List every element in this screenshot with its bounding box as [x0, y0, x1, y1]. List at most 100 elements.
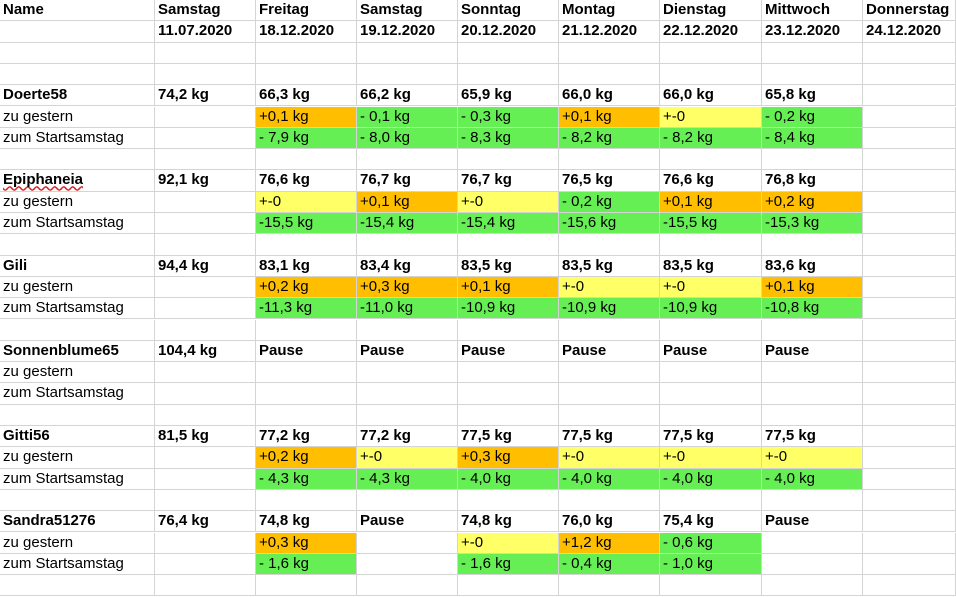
- weight-value[interactable]: 65,8 kg: [762, 85, 863, 107]
- row-label-daily[interactable]: zu gestern: [0, 106, 155, 128]
- cell-empty[interactable]: [660, 575, 762, 597]
- cell-empty[interactable]: [559, 319, 660, 341]
- header-weekday[interactable]: Dienstag: [660, 0, 762, 22]
- daily-change[interactable]: [256, 362, 357, 384]
- daily-change[interactable]: - 0,1 kg: [357, 106, 458, 128]
- cell-empty[interactable]: [256, 234, 357, 256]
- cell-empty[interactable]: [660, 234, 762, 256]
- weight-value[interactable]: 83,5 kg: [660, 255, 762, 277]
- total-change[interactable]: - 1,0 kg: [660, 553, 762, 576]
- cell-empty[interactable]: [458, 319, 559, 341]
- cell-empty[interactable]: [357, 404, 458, 426]
- weight-value[interactable]: 65,9 kg: [458, 85, 559, 107]
- cell-empty[interactable]: [863, 85, 956, 107]
- daily-change[interactable]: +-0: [559, 276, 660, 299]
- cell-empty[interactable]: [863, 234, 956, 256]
- weight-value[interactable]: 83,5 kg: [559, 255, 660, 277]
- cell-empty[interactable]: [762, 575, 863, 597]
- cell-empty[interactable]: [458, 63, 559, 86]
- daily-change[interactable]: [559, 362, 660, 384]
- cell-empty[interactable]: [155, 468, 256, 490]
- cell-empty[interactable]: [863, 319, 956, 341]
- total-change[interactable]: -15,5 kg: [660, 213, 762, 235]
- cell-empty[interactable]: [256, 149, 357, 171]
- cell-empty[interactable]: [863, 42, 956, 64]
- daily-change[interactable]: +0,3 kg: [458, 447, 559, 469]
- cell-empty[interactable]: [863, 362, 956, 384]
- start-weight[interactable]: 104,4 kg: [155, 340, 256, 363]
- daily-change[interactable]: +-0: [660, 276, 762, 299]
- cell-empty[interactable]: [155, 575, 256, 597]
- cell-empty[interactable]: [863, 404, 956, 426]
- cell-empty[interactable]: [762, 42, 863, 64]
- daily-change[interactable]: +0,2 kg: [256, 276, 357, 299]
- daily-change[interactable]: +-0: [458, 191, 559, 213]
- daily-change[interactable]: +0,1 kg: [559, 106, 660, 128]
- weight-value[interactable]: 76,5 kg: [559, 170, 660, 192]
- cell-empty[interactable]: [458, 404, 559, 426]
- total-change[interactable]: [762, 383, 863, 405]
- header-date[interactable]: 19.12.2020: [357, 21, 458, 43]
- row-label-daily[interactable]: zu gestern: [0, 447, 155, 469]
- cell-empty[interactable]: [660, 63, 762, 86]
- weight-value[interactable]: 77,2 kg: [357, 426, 458, 448]
- cell-empty[interactable]: [256, 42, 357, 64]
- row-label-total[interactable]: zum Startsamstag: [0, 298, 155, 320]
- cell-empty[interactable]: [458, 234, 559, 256]
- cell-empty[interactable]: [660, 489, 762, 512]
- cell-empty[interactable]: [863, 511, 956, 533]
- weight-value[interactable]: 74,8 kg: [458, 511, 559, 533]
- weight-value[interactable]: Pause: [256, 340, 357, 363]
- daily-change[interactable]: [762, 532, 863, 554]
- daily-change[interactable]: +-0: [660, 447, 762, 469]
- daily-change[interactable]: [357, 362, 458, 384]
- cell-empty[interactable]: [863, 298, 956, 320]
- cell-empty[interactable]: [863, 63, 956, 86]
- cell-empty[interactable]: [863, 213, 956, 235]
- row-label-daily[interactable]: zu gestern: [0, 191, 155, 213]
- daily-change[interactable]: +-0: [559, 447, 660, 469]
- header-date[interactable]: 18.12.2020: [256, 21, 357, 43]
- cell-empty[interactable]: [256, 575, 357, 597]
- cell-empty[interactable]: [863, 553, 956, 576]
- weight-value[interactable]: 66,0 kg: [660, 85, 762, 107]
- header-date[interactable]: 21.12.2020: [559, 21, 660, 43]
- cell-empty[interactable]: [155, 234, 256, 256]
- total-change[interactable]: - 8,3 kg: [458, 127, 559, 150]
- start-weight[interactable]: 92,1 kg: [155, 170, 256, 192]
- daily-change[interactable]: [762, 362, 863, 384]
- weight-value[interactable]: Pause: [357, 511, 458, 533]
- total-change[interactable]: - 4,0 kg: [660, 468, 762, 490]
- cell-empty[interactable]: [0, 21, 155, 43]
- daily-change[interactable]: +0,1 kg: [458, 276, 559, 299]
- person-name[interactable]: Gitti56: [0, 426, 155, 448]
- cell-empty[interactable]: [155, 489, 256, 512]
- weight-value[interactable]: 77,5 kg: [660, 426, 762, 448]
- cell-empty[interactable]: [155, 553, 256, 576]
- daily-change[interactable]: - 0,2 kg: [559, 191, 660, 213]
- daily-change[interactable]: +-0: [256, 191, 357, 213]
- total-change[interactable]: - 4,3 kg: [256, 468, 357, 490]
- total-change[interactable]: -15,4 kg: [357, 213, 458, 235]
- row-label-total[interactable]: zum Startsamstag: [0, 468, 155, 490]
- person-name[interactable]: Sonnenblume65: [0, 340, 155, 363]
- cell-empty[interactable]: [155, 149, 256, 171]
- daily-change[interactable]: +0,1 kg: [762, 276, 863, 299]
- person-name[interactable]: Sandra51276: [0, 511, 155, 533]
- total-change[interactable]: -15,5 kg: [256, 213, 357, 235]
- daily-change[interactable]: +0,1 kg: [357, 191, 458, 213]
- row-label-daily[interactable]: zu gestern: [0, 362, 155, 384]
- weight-value[interactable]: Pause: [559, 340, 660, 363]
- cell-empty[interactable]: [256, 319, 357, 341]
- start-weight[interactable]: 76,4 kg: [155, 511, 256, 533]
- cell-empty[interactable]: [660, 42, 762, 64]
- cell-empty[interactable]: [155, 447, 256, 469]
- cell-empty[interactable]: [559, 42, 660, 64]
- weight-value[interactable]: 83,1 kg: [256, 255, 357, 277]
- person-name[interactable]: Doerte58: [0, 85, 155, 107]
- cell-empty[interactable]: [660, 149, 762, 171]
- cell-empty[interactable]: [0, 489, 155, 512]
- row-label-total[interactable]: zum Startsamstag: [0, 383, 155, 405]
- weight-value[interactable]: 76,7 kg: [458, 170, 559, 192]
- cell-empty[interactable]: [762, 234, 863, 256]
